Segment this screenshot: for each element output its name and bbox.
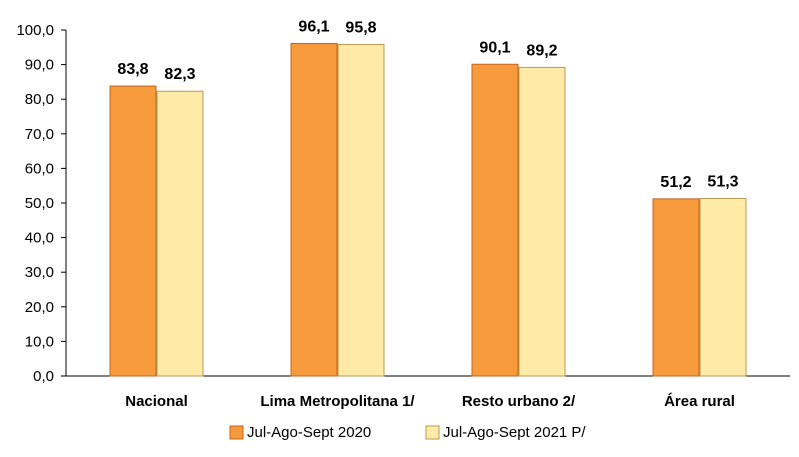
bar bbox=[652, 198, 700, 377]
legend: Jul-Ago-Sept 2020 Jul-Ago-Sept 2021 P/ bbox=[229, 424, 586, 441]
bars bbox=[109, 42, 747, 377]
x-tick-label: Resto urbano 2/ bbox=[462, 393, 576, 410]
y-tick-label: 20,0 bbox=[25, 299, 54, 316]
data-label: 95,8 bbox=[345, 20, 376, 37]
y-axis: 0,0 10,0 20,0 30,0 40,0 50,0 60,0 70,0 80,0 90,0 1… bbox=[16, 22, 67, 385]
bar bbox=[337, 44, 385, 377]
x-axis: Nacional Lima Metropolitana 1/Resto urban… bbox=[66, 375, 790, 410]
bar bbox=[156, 90, 204, 377]
y-tick-label: 90,0 bbox=[25, 57, 54, 74]
x-tick-label: Área rural bbox=[664, 393, 735, 410]
y-tick-label: 60,0 bbox=[25, 160, 54, 177]
y-tick-label: 70,0 bbox=[25, 126, 54, 143]
y-tick-label: 100,0 bbox=[16, 22, 54, 39]
data-label: 96,1 bbox=[298, 18, 329, 35]
y-tick-label: 80,0 bbox=[25, 91, 54, 108]
legend-label: Jul-Ago-Sept 2020 bbox=[247, 424, 371, 441]
y-tick-label: 0,0 bbox=[33, 368, 54, 385]
bar bbox=[518, 66, 566, 377]
bar bbox=[290, 42, 338, 377]
data-label: 51,3 bbox=[707, 174, 738, 191]
y-tick-label: 50,0 bbox=[25, 195, 54, 212]
data-label: 83,8 bbox=[117, 61, 148, 78]
data-label: 82,3 bbox=[164, 66, 195, 83]
bar bbox=[109, 85, 157, 377]
y-tick-label: 10,0 bbox=[25, 333, 54, 350]
legend-label: Jul-Ago-Sept 2021 P/ bbox=[443, 424, 586, 441]
legend-swatch bbox=[229, 425, 244, 440]
data-labels: 83,8 82,3 96,1 95,8 90,1 89,2 51,2 51,3 bbox=[117, 18, 738, 190]
data-label: 89,2 bbox=[526, 42, 557, 59]
data-label: 51,2 bbox=[660, 174, 691, 191]
bar bbox=[471, 63, 519, 377]
legend-swatch bbox=[425, 425, 440, 440]
y-tick-label: 40,0 bbox=[25, 230, 54, 247]
x-tick-label: Nacional bbox=[125, 393, 188, 410]
bar bbox=[699, 198, 747, 377]
y-tick-label: 30,0 bbox=[25, 264, 54, 281]
data-label: 90,1 bbox=[479, 39, 510, 56]
x-tick-label: Lima Metropolitana 1/ bbox=[260, 393, 415, 410]
